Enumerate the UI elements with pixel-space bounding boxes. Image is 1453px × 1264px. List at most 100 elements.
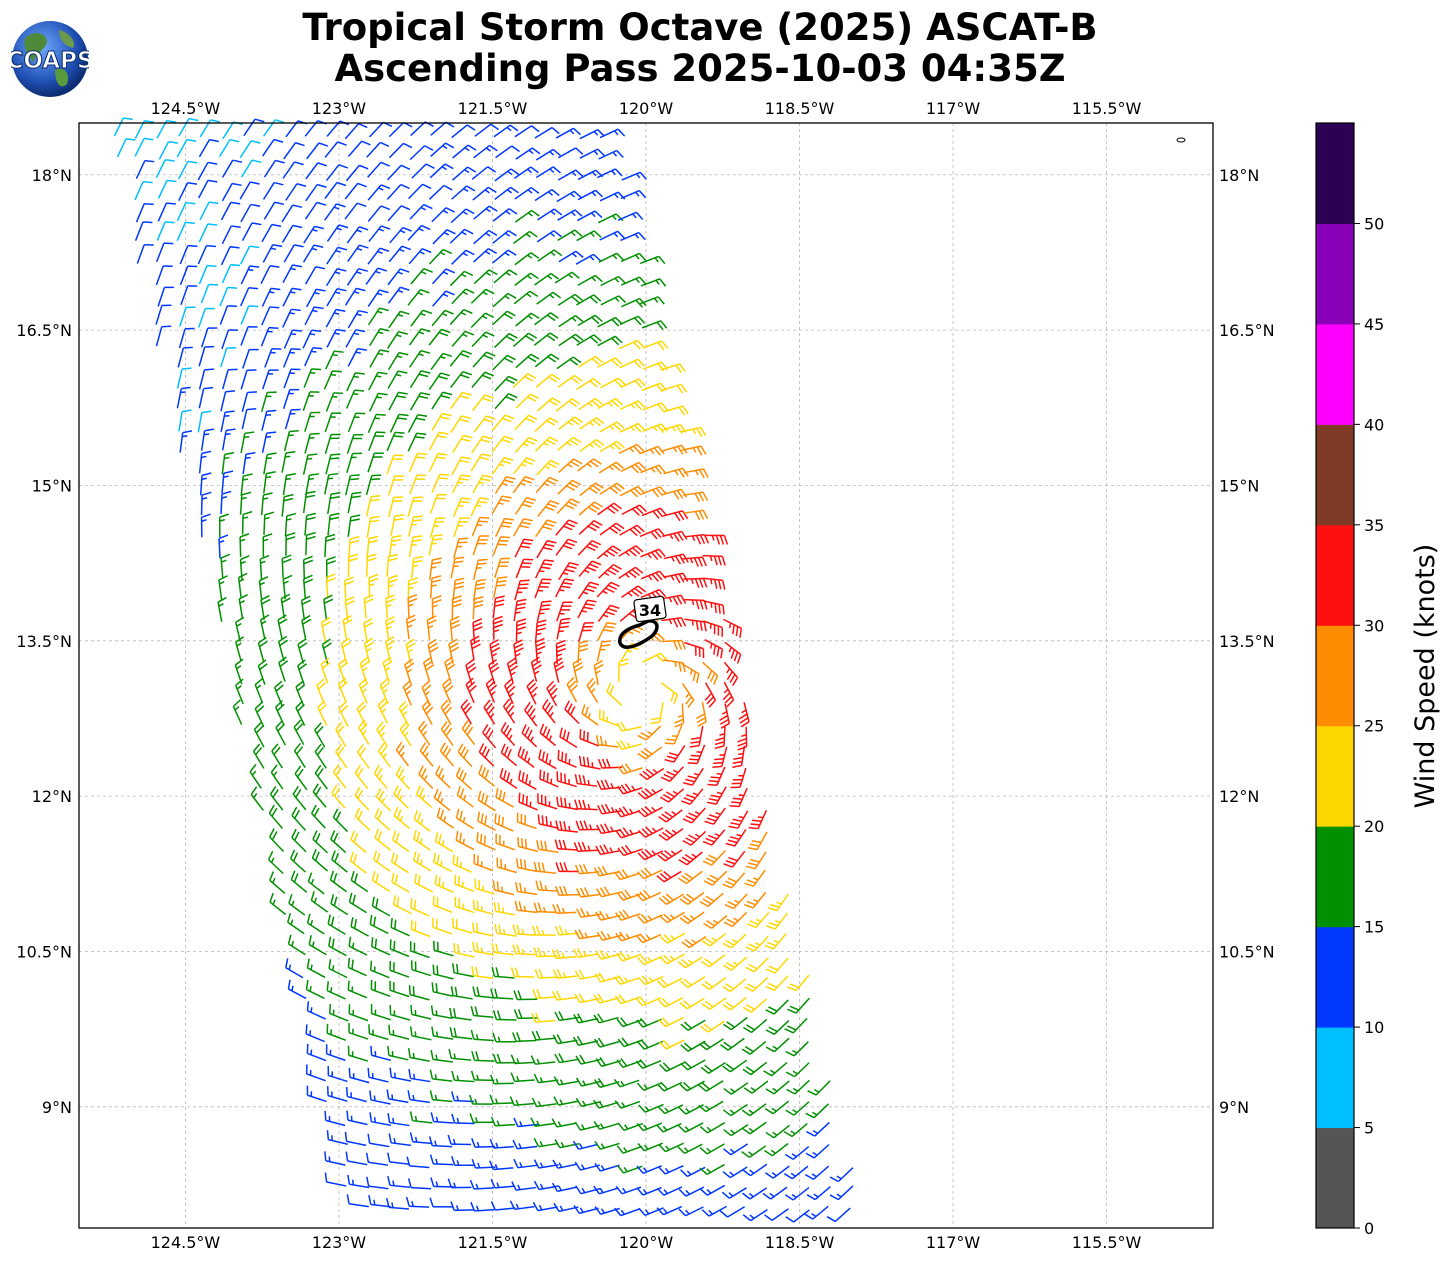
- wind-barb: [783, 1165, 809, 1180]
- wind-barb: [259, 614, 270, 640]
- wind-barb: [504, 678, 516, 705]
- wind-barb: [594, 1140, 620, 1150]
- lon-tick-label-bottom: 123°W: [312, 1233, 367, 1252]
- wind-barb: [367, 452, 384, 473]
- wind-barb: [642, 340, 669, 351]
- wind-barb: [553, 657, 565, 683]
- wind-barb: [596, 886, 622, 898]
- wind-barb: [596, 545, 622, 560]
- wind-barb: [285, 532, 296, 556]
- wind-barb: [368, 225, 391, 243]
- wind-barb: [382, 656, 393, 683]
- wind-barb: [432, 290, 455, 307]
- wind-barb: [741, 1041, 767, 1055]
- wind-barb: [346, 1110, 368, 1126]
- wind-barb: [408, 248, 432, 265]
- wind-barb: [615, 931, 641, 942]
- wind-barb: [449, 1007, 472, 1021]
- wind-barb: [349, 851, 367, 874]
- wind-barb: [598, 252, 625, 263]
- wind-barb: [435, 765, 451, 789]
- wind-barb: [785, 1041, 809, 1057]
- wind-barb: [619, 422, 646, 433]
- wind-barb: [283, 368, 301, 389]
- wind-barb: [366, 141, 390, 158]
- wind-barb: [312, 783, 327, 808]
- wind-barb: [679, 911, 705, 925]
- wind-barb: [240, 159, 262, 178]
- wind-barb: [342, 614, 353, 640]
- wind-barb: [387, 574, 398, 599]
- wind-barb: [116, 138, 136, 158]
- wind-barb: [367, 184, 391, 201]
- wind-barb: [534, 272, 559, 286]
- wind-barb: [477, 811, 496, 832]
- wind-barb: [304, 432, 320, 454]
- wind-barb: [746, 911, 770, 929]
- wind-barb: [641, 320, 668, 331]
- wind-barb: [257, 636, 268, 663]
- wind-barb: [421, 699, 434, 725]
- wind-barb: [513, 1009, 538, 1020]
- wind-barb: [345, 1087, 367, 1103]
- wind-barb: [638, 1103, 664, 1113]
- wind-barb: [302, 391, 320, 412]
- wind-barb: [200, 491, 212, 516]
- wind-barb: [471, 166, 497, 180]
- wind-barb: [738, 702, 750, 728]
- wind-barb: [257, 659, 268, 685]
- wind-barb: [491, 414, 515, 432]
- wind-barb: [368, 573, 379, 598]
- colorbar-tick-label: 10: [1364, 1018, 1384, 1037]
- wind-barb: [344, 1131, 367, 1147]
- wind-barb: [239, 140, 261, 159]
- wind-barb: [490, 1178, 515, 1189]
- wind-barb: [510, 967, 535, 978]
- wind-barb: [595, 1057, 621, 1068]
- wind-barb: [558, 416, 583, 431]
- wind-barb: [639, 767, 665, 781]
- wind-barb: [577, 458, 602, 472]
- wind-barb: [242, 451, 256, 475]
- wind-barb: [679, 891, 705, 905]
- wind-barb: [517, 837, 539, 853]
- wind-barb: [537, 208, 563, 221]
- wind-barb: [513, 166, 539, 179]
- wind-barb: [680, 1019, 706, 1031]
- title-line-2: Ascending Pass 2025-10-03 04:35Z: [334, 47, 1066, 90]
- wind-barb: [509, 1200, 535, 1211]
- wind-barb: [305, 183, 327, 202]
- wind-barb: [512, 373, 537, 389]
- wind-barb: [325, 350, 344, 370]
- wind-barb: [555, 398, 581, 412]
- wind-barb: [325, 392, 344, 412]
- wind-barb: [659, 953, 685, 965]
- wind-barb: [240, 265, 260, 285]
- wind-barb: [330, 830, 347, 854]
- wind-barb: [613, 869, 640, 881]
- wind-barb: [451, 595, 462, 619]
- wind-barb: [134, 119, 154, 139]
- wind-barb: [703, 600, 725, 615]
- wind-barb: [326, 1086, 348, 1102]
- wind-barb: [433, 788, 451, 812]
- wind-barb: [620, 276, 647, 286]
- wind-barb: [745, 935, 769, 952]
- wind-barb: [369, 1112, 392, 1127]
- wind-barb: [683, 468, 709, 479]
- wind-barb: [656, 1122, 682, 1133]
- wind-barb: [489, 639, 501, 665]
- wind-barb: [199, 201, 219, 221]
- lat-tick-label-right: 9°N: [1219, 1098, 1249, 1117]
- wind-barb: [316, 678, 327, 705]
- wind-barb: [617, 1037, 644, 1048]
- wind-barb: [450, 556, 465, 579]
- wind-barb: [177, 160, 198, 180]
- wind-barb: [512, 924, 536, 937]
- wind-barb: [617, 1122, 644, 1132]
- wind-barb: [575, 1097, 602, 1108]
- wind-barb: [241, 222, 262, 241]
- wind-barb: [389, 1005, 411, 1021]
- wind-barb: [712, 746, 728, 768]
- wind-barb: [379, 678, 390, 704]
